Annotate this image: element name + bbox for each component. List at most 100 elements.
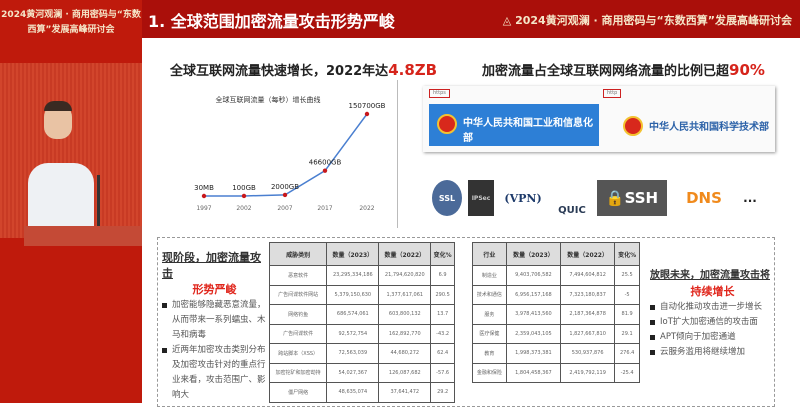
column-header: 数量（2022） — [560, 242, 616, 266]
threat-row: 广告间谍软件网站 5,379,150,630 1,377,617,061 290.5 — [268, 284, 455, 305]
column-header: 变化% — [430, 242, 455, 266]
current-bullet: 近两年加密攻击类别分布及加密攻击针对的重点行业来看，攻击范围广、影响大 — [162, 343, 267, 403]
most-banner: 中华人民共和国科学技术部 — [619, 106, 769, 146]
table-cell: 跨站脚本（XSS） — [268, 343, 328, 364]
table-cell: 530,937,876 — [560, 343, 616, 364]
url-http: http — [603, 89, 622, 98]
table-cell: 技术和通信 — [472, 284, 507, 305]
speaker-video — [0, 63, 142, 246]
industry-row: 金融和保险 1,804,458,367 2,419,792,119 -25.4 — [472, 362, 640, 383]
table-cell: 62.4 — [430, 343, 455, 364]
table-cell: 29.2 — [430, 382, 455, 403]
table-cell: 教育 — [472, 343, 507, 364]
industry-row: 教育 1,998,373,381 530,937,876 276.4 — [472, 343, 640, 364]
table-cell: 金融和保险 — [472, 362, 507, 383]
threat-row: 网络钓鱼 686,574,061 603,800,132 13.7 — [268, 304, 455, 325]
table-cell: 1,998,373,381 — [505, 343, 562, 364]
table-cell: 13.7 — [430, 304, 455, 325]
table-cell: 网络钓鱼 — [268, 304, 328, 325]
ipsec-icon: IPSec — [468, 180, 494, 216]
current-bullet: 加密能够隐藏恶意流量，从而带来一系列蠕虫、木马和病毒 — [162, 298, 267, 343]
traffic-heading-value: 4.8ZB — [388, 61, 438, 79]
table-cell: 1,377,617,061 — [378, 284, 432, 305]
table-cell: 5,379,150,630 — [326, 284, 380, 305]
table-cell: 54,027,367 — [326, 362, 380, 383]
miit-name: 中华人民共和国工业和信息化部 — [463, 118, 593, 144]
current-title: 现阶段，加密流量攻击 — [162, 251, 261, 280]
url-https: https — [429, 89, 450, 98]
table-cell: 7,494,604,812 — [560, 265, 616, 286]
conference-label: 2024黄河观澜 · 商用密码与“东数西算”发展高峰研讨会 — [1, 10, 141, 35]
x-tick-label: 2002 — [236, 205, 251, 212]
data-point — [241, 193, 247, 199]
column-header: 威胁类别 — [268, 242, 328, 266]
table-cell: 僵尸网络 — [268, 382, 328, 403]
encryption-heading-value: 90% — [729, 61, 765, 79]
current-emphasis: 形势严峻 — [192, 283, 237, 296]
slide-header: 1. 全球范围加密流量攻击形势严峻 ◬ 2024黄河观澜 · 商用密码与“东数西… — [142, 0, 800, 38]
encryption-heading-text: 加密流量占全球互联网网络流量的比例已超 — [482, 64, 730, 79]
slide-title: 1. 全球范围加密流量攻击形势严峻 — [148, 12, 395, 31]
gov-websites-screenshot: https http 中华人民共和国工业和信息化部 中华人民共和国科学技术部 — [423, 86, 775, 152]
industry-table: 行业 数量（2023） 数量（2022） 变化% 制造业 9,403,706,582 7,4… — [472, 242, 640, 383]
conference-header-text: 2024黄河观澜 · 商用密码与“东数西算”发展高峰研讨会 — [515, 14, 792, 27]
conference-side-panel: 2024黄河观澜 · 商用密码与“东数西算”发展高峰研讨会 — [0, 0, 142, 403]
future-bullet: IoT扩大加密通信的攻击面 — [650, 315, 775, 330]
industry-row: 技术和通信 6,956,157,168 7,323,180,837 -5 — [472, 284, 640, 305]
column-header: 数量（2023） — [505, 242, 562, 266]
quic-icon: QUIC — [558, 205, 586, 216]
table-cell: 21,794,620,820 — [378, 265, 432, 286]
table-header-row: 威胁类别 数量（2023） 数量（2022） 变化% — [268, 242, 455, 266]
column-header: 行业 — [472, 242, 507, 266]
table-cell: 686,574,061 — [326, 304, 380, 325]
table-cell: 1,804,458,367 — [505, 362, 562, 383]
table-cell: 44,680,272 — [378, 343, 432, 364]
table-cell: 恶意软件 — [268, 265, 328, 286]
data-label: 150700GB — [349, 102, 386, 110]
emblem-icon — [437, 114, 457, 134]
ssh-icon: 🔒 SSH — [597, 180, 667, 216]
table-cell: 7,323,180,837 — [560, 284, 616, 305]
data-label: 100GB — [232, 184, 256, 192]
conference-label-header: ◬ 2024黄河观澜 · 商用密码与“东数西算”发展高峰研讨会 — [502, 14, 792, 27]
threat-row: 加密挖矿和加密劫持 54,027,367 126,087,682 -57.6 — [268, 362, 455, 383]
ssh-label: SSH — [624, 189, 659, 207]
column-header: 变化% — [614, 242, 640, 266]
miit-banner: 中华人民共和国工业和信息化部 — [429, 104, 599, 146]
data-point — [282, 192, 288, 198]
threat-row: 广告间谍软件 92,572,754 162,892,770 -43.2 — [268, 323, 455, 344]
table-cell: 制造业 — [472, 265, 507, 286]
table-cell: 加密挖矿和加密劫持 — [268, 362, 328, 383]
x-tick-label: 2017 — [317, 205, 332, 212]
emblem-icon — [623, 116, 643, 136]
traffic-heading: 全球互联网流量快速增长，2022年达4.8ZB — [170, 60, 437, 79]
future-emphasis: 持续增长 — [690, 285, 735, 298]
table-cell: 29.1 — [614, 323, 640, 344]
table-cell: -5 — [614, 284, 640, 305]
table-cell: 2,419,792,119 — [560, 362, 616, 383]
threat-row: 恶意软件 23,295,334,186 21,794,620,820 6.9 — [268, 265, 455, 286]
x-tick-label: 2022 — [359, 205, 374, 212]
vpn-label: VPN — [509, 191, 537, 205]
table-cell: 服务 — [472, 304, 507, 325]
table-cell: 6.9 — [430, 265, 455, 286]
microphone-icon — [97, 175, 100, 227]
table-cell: 2,187,364,878 — [560, 304, 616, 325]
podium — [24, 226, 142, 246]
threat-row: 僵尸网络 48,635,074 37,641,472 29.2 — [268, 382, 455, 403]
ssl-icon: SSL — [432, 180, 462, 216]
industry-row: 制造业 9,403,706,582 7,494,604,812 25.5 — [472, 265, 640, 286]
table-cell: 37,641,472 — [378, 382, 432, 403]
future-outlook: 放眼未来，加密流量攻击将 持续增长 自动化推动攻击进一步增长 IoT扩大加密通信的… — [650, 268, 775, 360]
traffic-chart: 全球互联网流量（每秒）增长曲线 30MB 1997 100GB 2002 2000GB 2… — [194, 95, 386, 212]
data-point — [364, 111, 370, 117]
divider — [397, 80, 398, 228]
table-cell: 162,892,770 — [378, 323, 432, 344]
table-cell: 广告间谍软件 — [268, 323, 328, 344]
table-cell: 2,359,043,105 — [505, 323, 562, 344]
table-cell: 48,635,074 — [326, 382, 380, 403]
table-cell: 1,827,667,810 — [560, 323, 616, 344]
threat-category-table: 威胁类别 数量（2023） 数量（2022） 变化% 恶意软件 23,295,334,18… — [268, 242, 455, 403]
threat-row: 跨站脚本（XSS） 72,563,039 44,680,272 62.4 — [268, 343, 455, 364]
table-cell: 广告间谍软件网站 — [268, 284, 328, 305]
